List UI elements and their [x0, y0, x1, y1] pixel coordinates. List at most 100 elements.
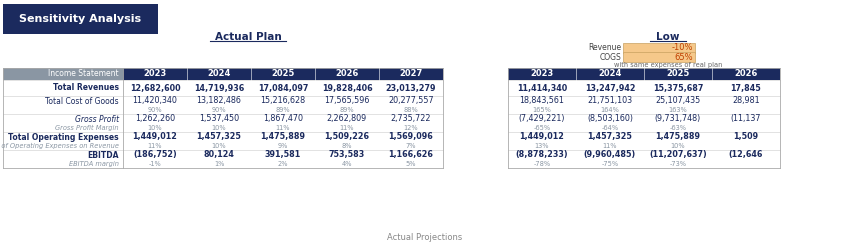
Text: -10%: -10%	[672, 43, 693, 52]
Text: 1,509: 1,509	[734, 132, 758, 142]
FancyBboxPatch shape	[251, 68, 315, 80]
Text: 1,457,325: 1,457,325	[196, 132, 241, 142]
Text: 1,537,450: 1,537,450	[199, 114, 239, 123]
Text: 1,166,626: 1,166,626	[388, 151, 434, 160]
Text: 90%: 90%	[212, 107, 226, 113]
Text: 2027: 2027	[400, 70, 422, 79]
Text: 1,867,470: 1,867,470	[263, 114, 303, 123]
Text: 88%: 88%	[404, 107, 418, 113]
FancyBboxPatch shape	[187, 68, 251, 80]
Text: (7,429,221): (7,429,221)	[518, 114, 565, 123]
Text: -78%: -78%	[534, 161, 551, 167]
Text: 1,262,260: 1,262,260	[135, 114, 175, 123]
FancyBboxPatch shape	[644, 68, 712, 80]
Text: -65%: -65%	[534, 125, 551, 131]
FancyBboxPatch shape	[623, 43, 695, 53]
Text: 11%: 11%	[340, 125, 354, 131]
Text: EBITDA: EBITDA	[88, 151, 119, 160]
Text: 90%: 90%	[148, 107, 162, 113]
Text: (9,731,748): (9,731,748)	[654, 114, 701, 123]
Text: 2,735,722: 2,735,722	[391, 114, 431, 123]
Text: Gross Profit Margin: Gross Profit Margin	[55, 125, 119, 131]
Text: EBITDA margin: EBITDA margin	[69, 161, 119, 167]
Text: 15,216,628: 15,216,628	[260, 96, 305, 105]
Text: Low: Low	[656, 32, 680, 42]
Text: 11%: 11%	[148, 143, 162, 149]
Text: 25,107,435: 25,107,435	[655, 96, 700, 105]
FancyBboxPatch shape	[315, 68, 379, 80]
Text: 9%: 9%	[278, 143, 288, 149]
Text: -75%: -75%	[602, 161, 619, 167]
Text: 89%: 89%	[275, 107, 291, 113]
Text: 10%: 10%	[212, 143, 226, 149]
Text: (11,207,637): (11,207,637)	[649, 151, 707, 160]
FancyBboxPatch shape	[623, 52, 695, 62]
Text: Sensitivity Analysis: Sensitivity Analysis	[20, 14, 142, 24]
Text: 2026: 2026	[335, 70, 359, 79]
Text: 11%: 11%	[275, 125, 290, 131]
Text: 391,581: 391,581	[265, 151, 301, 160]
Text: 7%: 7%	[405, 143, 416, 149]
Text: 11,414,340: 11,414,340	[517, 83, 567, 92]
Text: 12,682,600: 12,682,600	[130, 83, 180, 92]
Text: 2%: 2%	[278, 161, 288, 167]
Text: Gross Profit: Gross Profit	[75, 114, 119, 123]
Text: 8%: 8%	[342, 143, 352, 149]
Text: 14,719,936: 14,719,936	[194, 83, 244, 92]
Text: 163%: 163%	[669, 107, 688, 113]
FancyBboxPatch shape	[3, 4, 158, 34]
FancyBboxPatch shape	[576, 68, 644, 80]
Text: 4%: 4%	[342, 161, 352, 167]
Text: 20,277,557: 20,277,557	[388, 96, 434, 105]
Text: 1%: 1%	[214, 161, 224, 167]
Text: 11%: 11%	[603, 143, 617, 149]
Text: 13,182,486: 13,182,486	[196, 96, 241, 105]
Text: 753,583: 753,583	[329, 151, 366, 160]
FancyBboxPatch shape	[508, 68, 576, 80]
Text: 165%: 165%	[533, 107, 552, 113]
Text: COGS: COGS	[599, 52, 621, 61]
Text: 164%: 164%	[601, 107, 620, 113]
Text: (12,646: (12,646	[728, 151, 763, 160]
Text: Total Operating Expenses: Total Operating Expenses	[8, 132, 119, 142]
Text: Total Cost of Goods: Total Cost of Goods	[45, 96, 119, 105]
Text: Actual Plan: Actual Plan	[214, 32, 281, 42]
Text: -64%: -64%	[602, 125, 619, 131]
Text: 1,475,889: 1,475,889	[260, 132, 305, 142]
Text: 13,247,942: 13,247,942	[585, 83, 635, 92]
Text: 2024: 2024	[598, 70, 621, 79]
Text: 80,124: 80,124	[203, 151, 235, 160]
Text: 2023: 2023	[530, 70, 553, 79]
Text: 11,420,340: 11,420,340	[133, 96, 178, 105]
Text: Actual Projections: Actual Projections	[388, 233, 462, 242]
Text: (186,752): (186,752)	[133, 151, 177, 160]
Text: 10%: 10%	[148, 125, 162, 131]
Text: 12%: 12%	[404, 125, 418, 131]
Text: 2025: 2025	[271, 70, 295, 79]
Text: 13%: 13%	[535, 143, 549, 149]
Text: 21,751,103: 21,751,103	[587, 96, 632, 105]
FancyBboxPatch shape	[123, 68, 187, 80]
Text: 1,457,325: 1,457,325	[587, 132, 632, 142]
Text: with same expenses of real plan: with same expenses of real plan	[614, 62, 722, 68]
Text: 18,843,561: 18,843,561	[519, 96, 564, 105]
Text: % of Operating Expenses on Revenue: % of Operating Expenses on Revenue	[0, 143, 119, 149]
Text: (8,503,160): (8,503,160)	[587, 114, 633, 123]
Text: (9,960,485): (9,960,485)	[584, 151, 636, 160]
Text: 19,828,406: 19,828,406	[321, 83, 372, 92]
Text: -1%: -1%	[149, 161, 162, 167]
Text: 1,509,226: 1,509,226	[325, 132, 370, 142]
Text: 10%: 10%	[212, 125, 226, 131]
Text: 28,981: 28,981	[732, 96, 760, 105]
Text: 15,375,687: 15,375,687	[653, 83, 703, 92]
Text: 2023: 2023	[144, 70, 167, 79]
Text: 5%: 5%	[405, 161, 416, 167]
Text: 17,845: 17,845	[731, 83, 762, 92]
Text: 1,475,889: 1,475,889	[655, 132, 700, 142]
Text: 23,013,279: 23,013,279	[386, 83, 436, 92]
Text: Total Revenues: Total Revenues	[53, 83, 119, 92]
Text: 2026: 2026	[734, 70, 757, 79]
FancyBboxPatch shape	[712, 68, 780, 80]
FancyBboxPatch shape	[379, 68, 443, 80]
Text: 2024: 2024	[207, 70, 230, 79]
